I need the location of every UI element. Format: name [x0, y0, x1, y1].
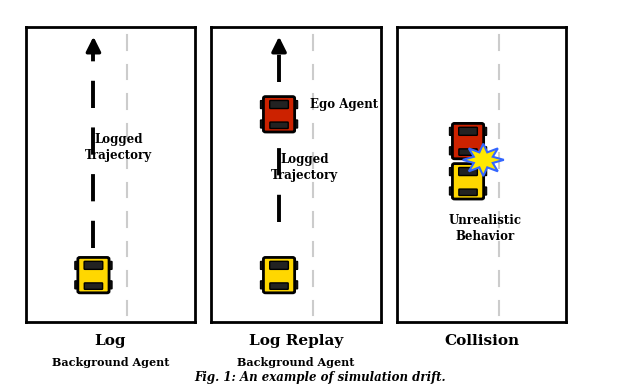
Text: Background Agent: Background Agent	[237, 357, 355, 369]
FancyBboxPatch shape	[459, 168, 477, 175]
FancyBboxPatch shape	[480, 147, 486, 155]
FancyBboxPatch shape	[260, 262, 267, 270]
Text: Background Agent: Background Agent	[52, 357, 169, 369]
FancyBboxPatch shape	[260, 281, 267, 289]
FancyBboxPatch shape	[264, 257, 294, 293]
Polygon shape	[463, 144, 504, 176]
FancyBboxPatch shape	[266, 259, 296, 294]
FancyBboxPatch shape	[269, 100, 289, 109]
FancyBboxPatch shape	[291, 120, 298, 128]
FancyBboxPatch shape	[452, 123, 484, 159]
FancyBboxPatch shape	[291, 100, 298, 109]
FancyBboxPatch shape	[84, 262, 103, 269]
Text: Logged
Trajectory: Logged Trajectory	[85, 133, 152, 162]
Text: Collision: Collision	[444, 334, 519, 348]
FancyBboxPatch shape	[264, 97, 294, 132]
Text: Ego Agent: Ego Agent	[310, 99, 378, 111]
FancyBboxPatch shape	[80, 259, 111, 294]
Text: Logged
Trajectory: Logged Trajectory	[271, 153, 338, 182]
FancyBboxPatch shape	[480, 127, 486, 135]
FancyBboxPatch shape	[106, 281, 112, 289]
FancyBboxPatch shape	[270, 283, 288, 289]
FancyBboxPatch shape	[449, 147, 456, 155]
FancyBboxPatch shape	[75, 281, 81, 289]
FancyBboxPatch shape	[459, 149, 477, 155]
FancyBboxPatch shape	[260, 100, 267, 109]
Text: Unrealistic
Behavior: Unrealistic Behavior	[449, 214, 522, 243]
FancyBboxPatch shape	[452, 164, 484, 199]
FancyBboxPatch shape	[449, 168, 456, 176]
FancyBboxPatch shape	[270, 122, 288, 128]
FancyBboxPatch shape	[459, 189, 477, 196]
FancyBboxPatch shape	[260, 120, 267, 128]
Text: Fig. 1: An example of simulation drift.: Fig. 1: An example of simulation drift.	[194, 371, 446, 384]
FancyBboxPatch shape	[449, 127, 456, 135]
Text: Log Replay: Log Replay	[249, 334, 343, 348]
FancyBboxPatch shape	[454, 125, 485, 160]
FancyBboxPatch shape	[75, 262, 81, 270]
FancyBboxPatch shape	[78, 257, 109, 293]
FancyBboxPatch shape	[106, 262, 112, 270]
FancyBboxPatch shape	[480, 187, 486, 195]
FancyBboxPatch shape	[459, 127, 477, 135]
FancyBboxPatch shape	[266, 99, 296, 133]
FancyBboxPatch shape	[291, 281, 298, 289]
FancyBboxPatch shape	[480, 168, 486, 176]
FancyBboxPatch shape	[454, 166, 485, 200]
FancyBboxPatch shape	[291, 262, 298, 270]
FancyBboxPatch shape	[269, 262, 289, 269]
Text: Log: Log	[95, 334, 126, 348]
FancyBboxPatch shape	[84, 283, 102, 289]
FancyBboxPatch shape	[449, 187, 456, 195]
